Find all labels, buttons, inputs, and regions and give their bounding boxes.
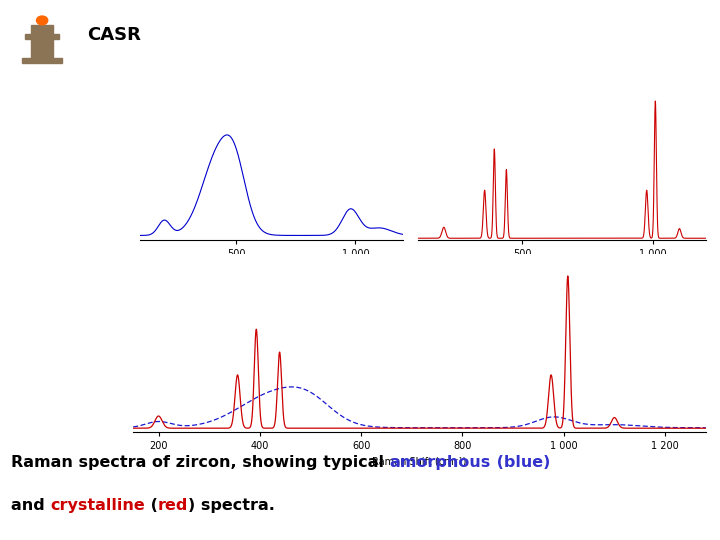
Text: (: ( [145, 498, 158, 514]
Text: (blue): (blue) [490, 455, 550, 470]
Text: Bandwidth – Crystallinity –: Bandwidth – Crystallinity – [278, 14, 579, 33]
Bar [22, 58, 62, 63]
Text: and: and [11, 498, 50, 514]
Text: red: red [158, 498, 188, 514]
X-axis label: Raman Shift (cm⁻¹): Raman Shift (cm⁻¹) [372, 457, 467, 467]
Text: Raman spectra of zircon, showing typical: Raman spectra of zircon, showing typical [11, 455, 390, 470]
Text: CASR: CASR [87, 26, 141, 44]
Ellipse shape [37, 16, 48, 25]
X-axis label: Raman Shift (cm⁻¹): Raman Shift (cm⁻¹) [514, 265, 609, 275]
Text: Structural order/disorder: Structural order/disorder [285, 47, 572, 67]
Text: ) spectra.: ) spectra. [188, 498, 275, 514]
Text: amorphous: amorphous [390, 455, 490, 470]
Text: crystalline: crystalline [50, 498, 145, 514]
X-axis label: Raman Shift (cm⁻¹): Raman Shift (cm⁻¹) [225, 265, 319, 275]
Bar [25, 33, 59, 39]
Bar [31, 36, 53, 58]
Bar [31, 25, 53, 33]
